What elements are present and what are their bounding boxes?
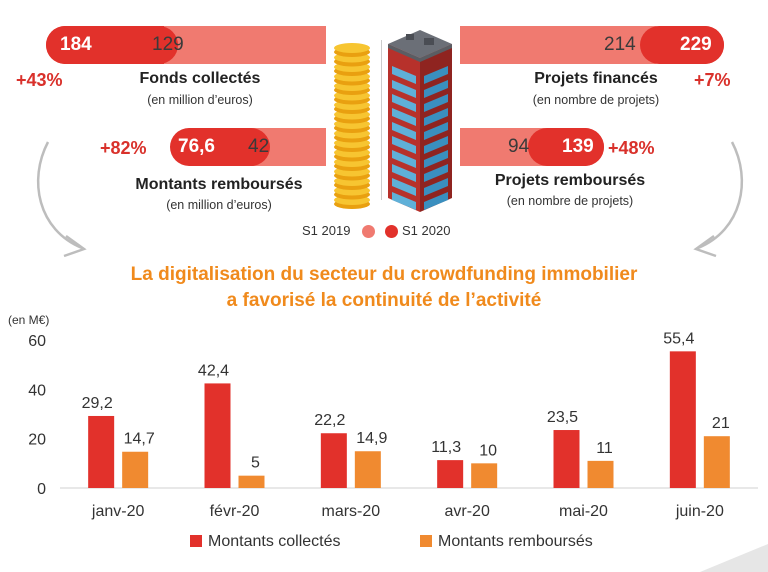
fonds-value-2020: 184 [60,34,92,55]
y-tick-label: 60 [28,333,46,350]
bar-collectes [437,460,464,488]
window-icon [392,178,416,196]
bar-collectes [669,351,696,488]
window-icon [392,136,416,154]
data-label: 14,9 [356,430,387,447]
coin-stack-icon [334,43,370,209]
pf-title: Projets financés [534,70,658,87]
data-label: 29,2 [82,395,113,412]
fonds-sub: (en million d’euros) [147,93,253,107]
corner-decoration [700,544,768,572]
bar-collectes [320,433,347,488]
window-icon [424,150,448,168]
data-label: 21 [712,415,730,432]
x-tick-label: juin-20 [675,503,724,520]
montants-title: Montants remboursés [135,176,303,193]
data-label: 5 [251,455,260,472]
data-label: 22,2 [314,412,345,429]
data-label: 55,4 [663,330,694,347]
data-label: 11 [596,440,613,457]
window-icon [392,192,416,210]
pf-bar-2019 [460,26,674,64]
data-label: 10 [479,442,497,459]
montants-sub: (en million d’euros) [166,198,272,212]
window-icon [392,164,416,182]
bar-rembourses [587,460,614,488]
montants-bar-2020 [170,128,270,166]
bar-collectes [88,415,115,488]
legend-swatch [420,535,432,547]
y-tick-label: 40 [28,382,46,399]
legend-label: Montants remboursés [438,533,593,550]
fonds-pct: +43% [16,70,63,90]
window-icon [424,66,448,84]
bar-rembourses [122,451,149,488]
monthly-bar-chart: (en M€) 0 20 40 60 29,2 14,7 janv-20 42,4 5 févr-2… [8,313,758,550]
window-icon [424,192,448,210]
window-icon [424,80,448,98]
window-icon [392,150,416,168]
y-unit-label: (en M€) [8,313,49,327]
window-icon [392,94,416,112]
y-tick-label: 0 [37,481,46,498]
pr-bar-2020-tail [548,128,604,166]
pr-pct: +48% [608,138,655,158]
bar-rembourses [471,463,498,488]
x-tick-label: avr-20 [444,503,489,520]
window-icon [392,66,416,84]
data-label: 23,5 [547,409,578,426]
x-tick-label: mars-20 [321,503,380,520]
window-icon [424,122,448,140]
window-icon [424,108,448,126]
bar-collectes [204,383,231,488]
fonds-value-2019: 129 [152,34,184,55]
legend-swatch [190,535,202,547]
legend-s1-2020-label: S1 2020 [402,223,451,238]
x-tick-label: févr-20 [210,503,260,520]
x-tick-label: janv-20 [91,503,145,520]
montants-value-2020: 76,6 [178,136,215,157]
window-icon [424,164,448,182]
window-icon [424,136,448,154]
headline-line-1: La digitalisation du secteur du crowdfun… [130,264,638,285]
bar-rembourses [703,436,730,488]
x-tick-label: mai-20 [559,503,608,520]
bar-rembourses [354,451,381,488]
window-icon [392,80,416,98]
y-tick-label: 20 [28,432,46,449]
pr-title: Projets remboursés [494,172,646,189]
fonds-bar-2020-curve [140,26,178,64]
pf-pct: +7% [694,70,731,90]
pr-value-2020: 139 [562,136,594,157]
data-label: 42,4 [198,362,229,379]
bar-collectes [553,430,580,488]
pf-value-2019: 214 [604,34,636,55]
pr-sub: (en nombre de projets) [506,194,634,208]
pr-value-2019: 94 [508,136,530,157]
window-icon [392,122,416,140]
window-icon [392,108,416,126]
legend-s1-2019-label: S1 2019 [302,223,351,238]
legend-s1-2020-dot [385,225,398,238]
center-divider [381,40,382,200]
left-curved-arrow [36,141,87,258]
pf-value-2020: 229 [680,34,712,55]
data-label: 14,7 [124,431,155,448]
building-icon [388,30,452,212]
headline-line-2: a favorisé la continuité de l’activité [226,290,542,311]
right-curved-arrow [693,141,744,258]
legend-label: Montants collectés [208,533,341,550]
pf-bar-2020-tail [660,26,724,64]
data-label: 11,3 [431,439,461,456]
bar-rembourses [238,475,265,488]
pf-sub: (en nombre de projets) [532,93,660,107]
coin-icon [334,43,370,53]
montants-value-2019: 42 [248,136,270,157]
window-icon [424,94,448,112]
window-icon [424,178,448,196]
fonds-title: Fonds collectés [139,70,261,87]
legend-s1-2019-dot [362,225,375,238]
fonds-bar-2019-body [164,26,326,64]
montants-pct: +82% [100,138,147,158]
